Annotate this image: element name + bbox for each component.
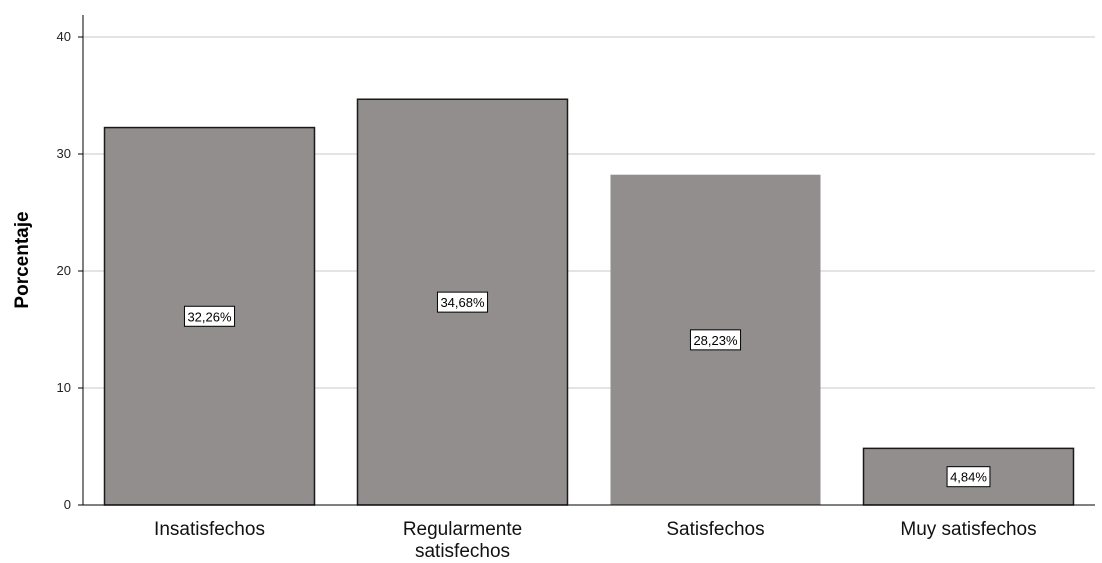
data-label: 34,68% — [436, 291, 489, 313]
data-label-text: 4,84% — [950, 470, 987, 485]
data-label-box — [183, 305, 236, 327]
data-labels: 32,26% 34,68% 28,23% 4,84% — [183, 291, 991, 488]
axes — [78, 15, 1095, 506]
data-label-box — [436, 291, 489, 313]
x-tick-label: Satisfechos — [666, 519, 764, 540]
data-label: 28,23% — [689, 329, 742, 351]
y-tick-label: 0 — [64, 497, 71, 512]
y-tick-labels: 0 10 20 30 40 — [57, 29, 71, 512]
data-label-text: 28,23% — [693, 333, 738, 348]
data-label-box — [946, 466, 991, 488]
data-label-box — [689, 329, 742, 351]
x-tick-label: Regularmente satisfechos — [403, 519, 522, 562]
bars — [103, 98, 1075, 506]
y-tick-label: 40 — [57, 29, 71, 44]
data-label: 32,26% — [183, 305, 236, 327]
y-tick-label: 20 — [57, 263, 71, 278]
data-label-text: 34,68% — [440, 295, 485, 310]
x-tick-label: Muy satisfechos — [900, 519, 1036, 540]
y-tick-label: 30 — [57, 146, 71, 161]
y-tick-label: 10 — [57, 380, 71, 395]
y-axis-label: Porcentaje — [12, 211, 33, 308]
x-category-labels: Insatisfechos Regularmente satisfechos Sati… — [154, 519, 1037, 562]
data-label-text: 32,26% — [187, 309, 232, 324]
x-tick-label: Insatisfechos — [154, 519, 265, 540]
data-label: 4,84% — [946, 466, 991, 488]
